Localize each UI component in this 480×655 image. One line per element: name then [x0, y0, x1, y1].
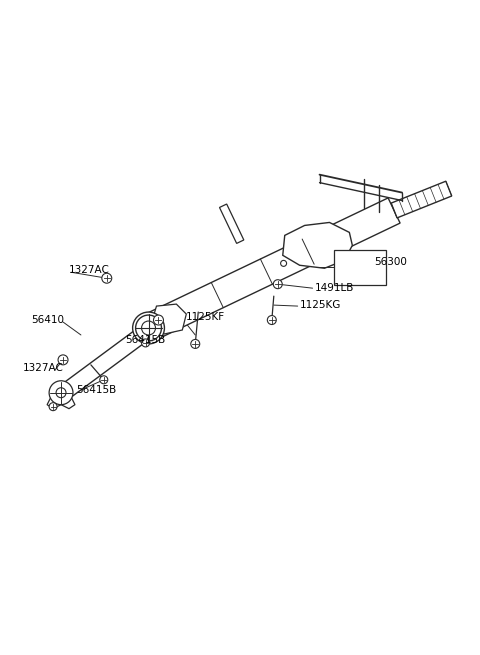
Circle shape — [154, 315, 164, 325]
Polygon shape — [56, 324, 153, 401]
Text: 1327AC: 1327AC — [23, 363, 64, 373]
Text: 56415B: 56415B — [126, 335, 166, 345]
Circle shape — [136, 315, 161, 341]
Circle shape — [102, 273, 112, 283]
Text: 1125KF: 1125KF — [185, 312, 225, 322]
Text: 56415B: 56415B — [76, 384, 116, 395]
Circle shape — [273, 280, 282, 289]
Circle shape — [58, 355, 68, 365]
Circle shape — [49, 381, 73, 405]
Text: 56410: 56410 — [31, 315, 64, 325]
Polygon shape — [143, 198, 400, 341]
Circle shape — [142, 321, 156, 335]
Circle shape — [56, 388, 66, 398]
Text: 1125KG: 1125KG — [300, 300, 341, 310]
Polygon shape — [219, 204, 244, 244]
Circle shape — [142, 339, 150, 347]
Circle shape — [267, 316, 276, 324]
Polygon shape — [47, 397, 75, 409]
Circle shape — [191, 339, 200, 348]
Text: 1327AC: 1327AC — [69, 265, 110, 275]
Circle shape — [100, 376, 108, 384]
Text: 1491LB: 1491LB — [314, 283, 354, 293]
Polygon shape — [151, 304, 186, 334]
Circle shape — [49, 403, 57, 411]
Circle shape — [132, 312, 165, 344]
Circle shape — [281, 261, 287, 267]
Polygon shape — [391, 181, 452, 218]
Bar — [335, 250, 386, 285]
Polygon shape — [283, 223, 352, 269]
Text: 56300: 56300 — [374, 257, 407, 267]
